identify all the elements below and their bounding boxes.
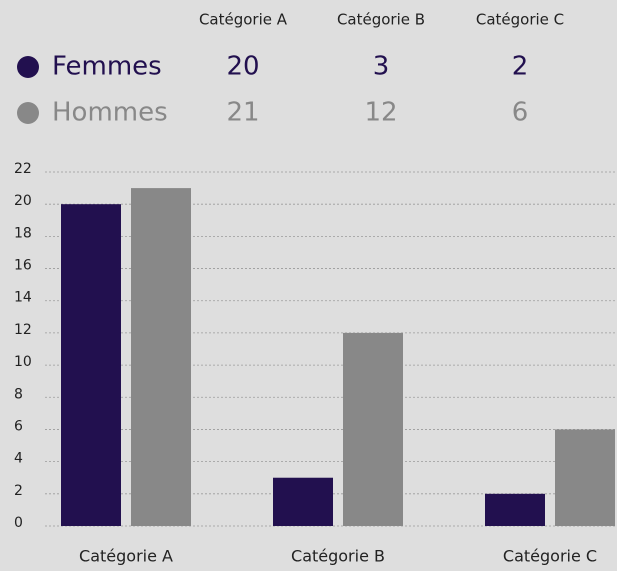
- y-tick-label: 10: [14, 354, 32, 370]
- table-value: 12: [364, 98, 397, 128]
- table-value: 2: [512, 52, 529, 82]
- bar: [485, 493, 545, 526]
- bar: [555, 429, 615, 526]
- y-tick-label: 4: [14, 451, 23, 467]
- x-tick-label: Catégorie C: [503, 547, 597, 566]
- table-header: Catégorie A: [199, 11, 288, 29]
- table-value: 21: [226, 98, 259, 128]
- y-tick-label: 2: [14, 483, 23, 499]
- y-tick-label: 16: [14, 258, 32, 274]
- bar: [343, 332, 403, 526]
- x-tick-label: Catégorie A: [79, 547, 173, 566]
- y-tick-label: 8: [14, 386, 23, 402]
- table-header: Catégorie B: [337, 11, 425, 29]
- y-tick-label: 20: [14, 193, 32, 209]
- legend-label: Hommes: [52, 98, 168, 128]
- legend-marker: [17, 102, 39, 124]
- bar: [273, 477, 333, 526]
- table-value: 20: [226, 52, 259, 82]
- y-tick-label: 12: [14, 322, 32, 338]
- y-tick-label: 14: [14, 290, 32, 306]
- y-tick-label: 18: [14, 225, 32, 241]
- y-tick-label: 22: [14, 161, 32, 177]
- table-header: Catégorie C: [476, 11, 564, 29]
- legend-marker: [17, 56, 39, 78]
- bar: [61, 204, 121, 526]
- table-value: 3: [373, 52, 390, 82]
- legend-label: Femmes: [52, 52, 162, 82]
- table-value: 6: [512, 98, 529, 128]
- y-tick-label: 6: [14, 418, 23, 434]
- bar: [131, 188, 191, 526]
- y-tick-label: 0: [14, 515, 23, 531]
- x-tick-label: Catégorie B: [291, 547, 385, 566]
